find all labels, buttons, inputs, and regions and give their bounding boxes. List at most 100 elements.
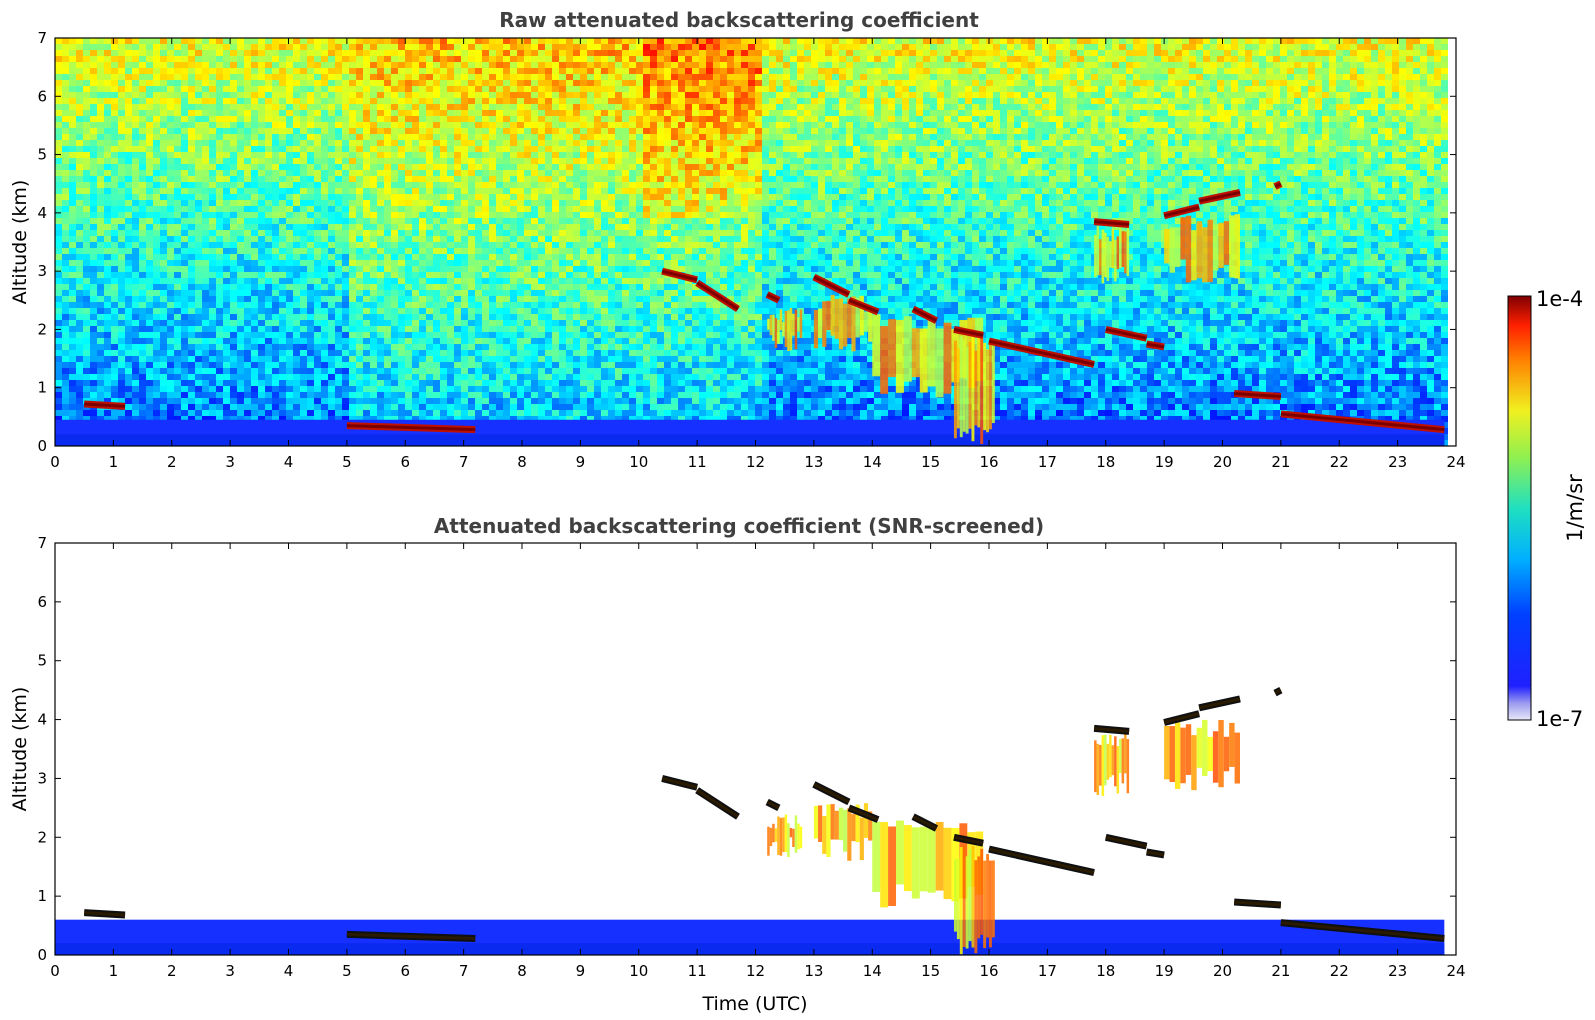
heatmap-cell: [384, 380, 391, 386]
heatmap-cell: [405, 104, 412, 110]
heatmap-cell: [384, 92, 391, 98]
heatmap-cell: [153, 50, 160, 56]
heatmap-cell: [356, 194, 363, 200]
heatmap-cell: [552, 128, 559, 134]
heatmap-cell: [384, 326, 391, 332]
heatmap-cell: [559, 254, 566, 260]
heatmap-cell: [62, 416, 69, 422]
heatmap-cell: [328, 164, 335, 170]
heatmap-cell: [517, 416, 524, 422]
heatmap-cell: [377, 56, 384, 62]
heatmap-cell: [153, 44, 160, 50]
heatmap-cell: [272, 56, 279, 62]
heatmap-cell: [195, 278, 202, 284]
heatmap-cell: [55, 242, 62, 248]
heatmap-cell: [342, 188, 349, 194]
heatmap-cell: [342, 122, 349, 128]
heatmap-cell: [153, 128, 160, 134]
heatmap-cell: [251, 212, 258, 218]
heatmap-cell: [384, 122, 391, 128]
heatmap-cell: [174, 116, 181, 122]
heatmap-cell: [244, 158, 251, 164]
heatmap-cell: [405, 338, 412, 344]
heatmap-cell: [244, 134, 251, 140]
heatmap-cell: [538, 410, 545, 416]
heatmap-cell: [230, 98, 237, 104]
heatmap-cell: [384, 302, 391, 308]
heatmap-cell: [363, 200, 370, 206]
heatmap-cell: [216, 386, 223, 392]
heatmap-cell: [104, 380, 111, 386]
heatmap-cell: [517, 182, 524, 188]
heatmap-cell: [97, 62, 104, 68]
heatmap-cell: [223, 80, 230, 86]
heatmap-cell: [321, 380, 328, 386]
heatmap-cell: [90, 224, 97, 230]
heatmap-cell: [272, 392, 279, 398]
heatmap-cell: [132, 44, 139, 50]
heatmap-cell: [531, 116, 538, 122]
heatmap-cell: [97, 284, 104, 290]
heatmap-cell: [258, 338, 265, 344]
heatmap-cell: [55, 158, 62, 164]
heatmap-cell: [118, 200, 125, 206]
heatmap-cell: [265, 266, 272, 272]
heatmap-cell: [566, 62, 573, 68]
heatmap-cell: [419, 368, 426, 374]
heatmap-cell: [293, 308, 300, 314]
heatmap-cell: [489, 224, 496, 230]
heatmap-cell: [321, 86, 328, 92]
heatmap-cell: [440, 122, 447, 128]
heatmap-cell: [524, 170, 531, 176]
heatmap-cell: [538, 80, 545, 86]
heatmap-cell: [496, 410, 503, 416]
heatmap-cell: [216, 272, 223, 278]
heatmap-cell: [412, 86, 419, 92]
heatmap-cell: [328, 110, 335, 116]
heatmap-cell: [405, 266, 412, 272]
heatmap-cell: [272, 356, 279, 362]
heatmap-cell: [398, 146, 405, 152]
heatmap-cell: [370, 206, 377, 212]
heatmap-cell: [69, 344, 76, 350]
heatmap-cell: [454, 86, 461, 92]
heatmap-cell: [377, 404, 384, 410]
heatmap-cell: [216, 164, 223, 170]
heatmap-cell: [370, 56, 377, 62]
heatmap-cell: [272, 164, 279, 170]
heatmap-cell: [83, 170, 90, 176]
heatmap-cell: [391, 356, 398, 362]
heatmap-cell: [405, 92, 412, 98]
heatmap-cell: [426, 314, 433, 320]
heatmap-cell: [181, 128, 188, 134]
heatmap-cell: [412, 38, 419, 44]
heatmap-cell: [538, 188, 545, 194]
heatmap-cell: [440, 302, 447, 308]
heatmap-cell: [524, 164, 531, 170]
heatmap-cell: [559, 260, 566, 266]
heatmap-cell: [342, 416, 349, 422]
heatmap-cell: [104, 170, 111, 176]
heatmap-cell: [454, 392, 461, 398]
heatmap-cell: [447, 80, 454, 86]
heatmap-cell: [433, 332, 440, 338]
heatmap-cell: [132, 356, 139, 362]
heatmap-cell: [244, 224, 251, 230]
heatmap-cell: [300, 164, 307, 170]
heatmap-cell: [454, 248, 461, 254]
heatmap-cell: [237, 338, 244, 344]
heatmap-cell: [265, 398, 272, 404]
heatmap-cell: [454, 416, 461, 422]
heatmap-cell: [230, 278, 237, 284]
heatmap-cell: [230, 158, 237, 164]
heatmap-cell: [377, 416, 384, 422]
heatmap-cell: [426, 278, 433, 284]
heatmap-cell: [377, 278, 384, 284]
heatmap-cell: [146, 128, 153, 134]
heatmap-cell: [468, 188, 475, 194]
heatmap-cell: [90, 350, 97, 356]
heatmap-cell: [153, 224, 160, 230]
heatmap-cell: [482, 332, 489, 338]
heatmap-cell: [195, 116, 202, 122]
heatmap-cell: [118, 80, 125, 86]
